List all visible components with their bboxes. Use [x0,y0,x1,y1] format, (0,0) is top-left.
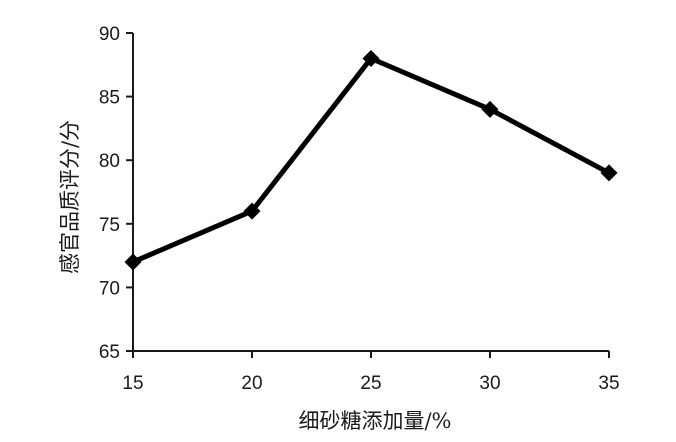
data-point-marker [600,164,618,182]
y-tick-label: 85 [99,88,120,109]
x-tick-label: 20 [241,373,262,394]
x-tick-label: 35 [598,373,619,394]
series-line [130,55,612,265]
x-tick-label: 15 [122,373,143,394]
data-point-marker [362,49,380,67]
series-group [124,49,618,271]
data-point-marker [124,253,142,271]
y-axis-title: 感官品质评分/分 [58,120,82,274]
x-axis: 15 20 25 30 35 [122,350,620,394]
x-tick-label: 25 [360,373,381,394]
y-tick-label: 80 [99,151,120,172]
y-tick-label: 90 [99,24,120,45]
y-tick-label: 65 [99,342,120,363]
data-point-marker [481,100,499,118]
y-tick-label: 70 [99,278,120,299]
y-tick-label: 75 [99,215,120,236]
x-tick-label: 30 [479,373,500,394]
y-axis: 65 70 75 80 85 90 [99,24,134,363]
data-point-marker [243,202,261,220]
x-axis-title: 细砂糖添加量/% [298,409,451,433]
